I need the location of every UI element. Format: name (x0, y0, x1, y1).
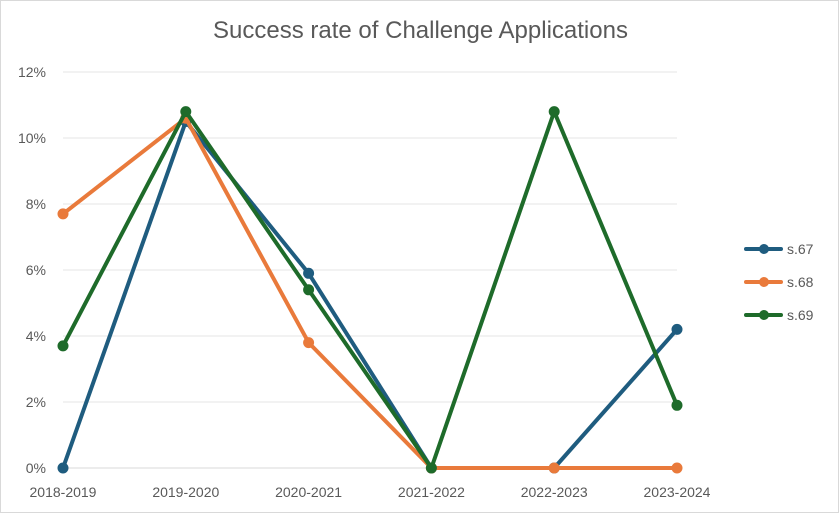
data-point (671, 462, 683, 474)
data-point (303, 267, 315, 279)
y-tick-label: 6% (26, 262, 46, 278)
legend-marker (759, 277, 769, 287)
data-point (548, 106, 560, 118)
legend-marker (759, 310, 769, 320)
x-tick-label: 2019-2020 (152, 484, 219, 500)
data-point (425, 462, 437, 474)
x-tick-label: 2018-2019 (30, 484, 97, 500)
data-point (671, 399, 683, 411)
data-point (57, 462, 69, 474)
x-tick-label: 2022-2023 (521, 484, 588, 500)
data-point (303, 337, 315, 349)
data-point (57, 208, 69, 220)
x-tick-label: 2023-2024 (644, 484, 711, 500)
x-tick-label: 2020-2021 (275, 484, 342, 500)
data-point (57, 340, 69, 352)
y-tick-label: 8% (26, 196, 46, 212)
series-line-s.67 (61, 119, 679, 470)
series-line-s.69 (61, 109, 679, 470)
legend-label: s.69 (787, 307, 814, 323)
legend-label: s.67 (787, 241, 814, 257)
y-tick-label: 0% (26, 460, 46, 476)
data-point (671, 323, 683, 335)
chart-title: Success rate of Challenge Applications (213, 17, 628, 44)
x-tick-label: 2021-2022 (398, 484, 465, 500)
legend-label: s.68 (787, 274, 814, 290)
legend-marker (759, 244, 769, 254)
y-tick-label: 4% (26, 328, 46, 344)
data-point (548, 462, 560, 474)
y-tick-label: 2% (26, 394, 46, 410)
data-point (180, 106, 192, 118)
y-tick-label: 12% (18, 64, 46, 80)
data-point (303, 284, 315, 296)
y-tick-label: 10% (18, 130, 46, 146)
series-line-s.68 (61, 116, 679, 470)
